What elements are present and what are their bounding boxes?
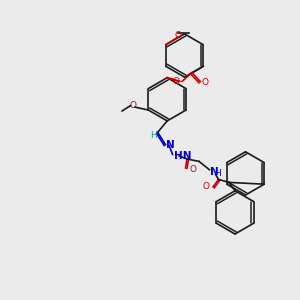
Text: HN: HN [174,151,191,161]
Text: N: N [166,140,175,150]
Text: O: O [174,31,181,40]
Text: O: O [202,182,209,191]
Text: H: H [214,169,221,178]
Text: O: O [189,165,196,174]
Text: O: O [173,77,180,86]
Text: O: O [201,78,208,87]
Text: N: N [210,167,219,177]
Text: O: O [129,101,137,110]
Text: H: H [150,131,157,140]
